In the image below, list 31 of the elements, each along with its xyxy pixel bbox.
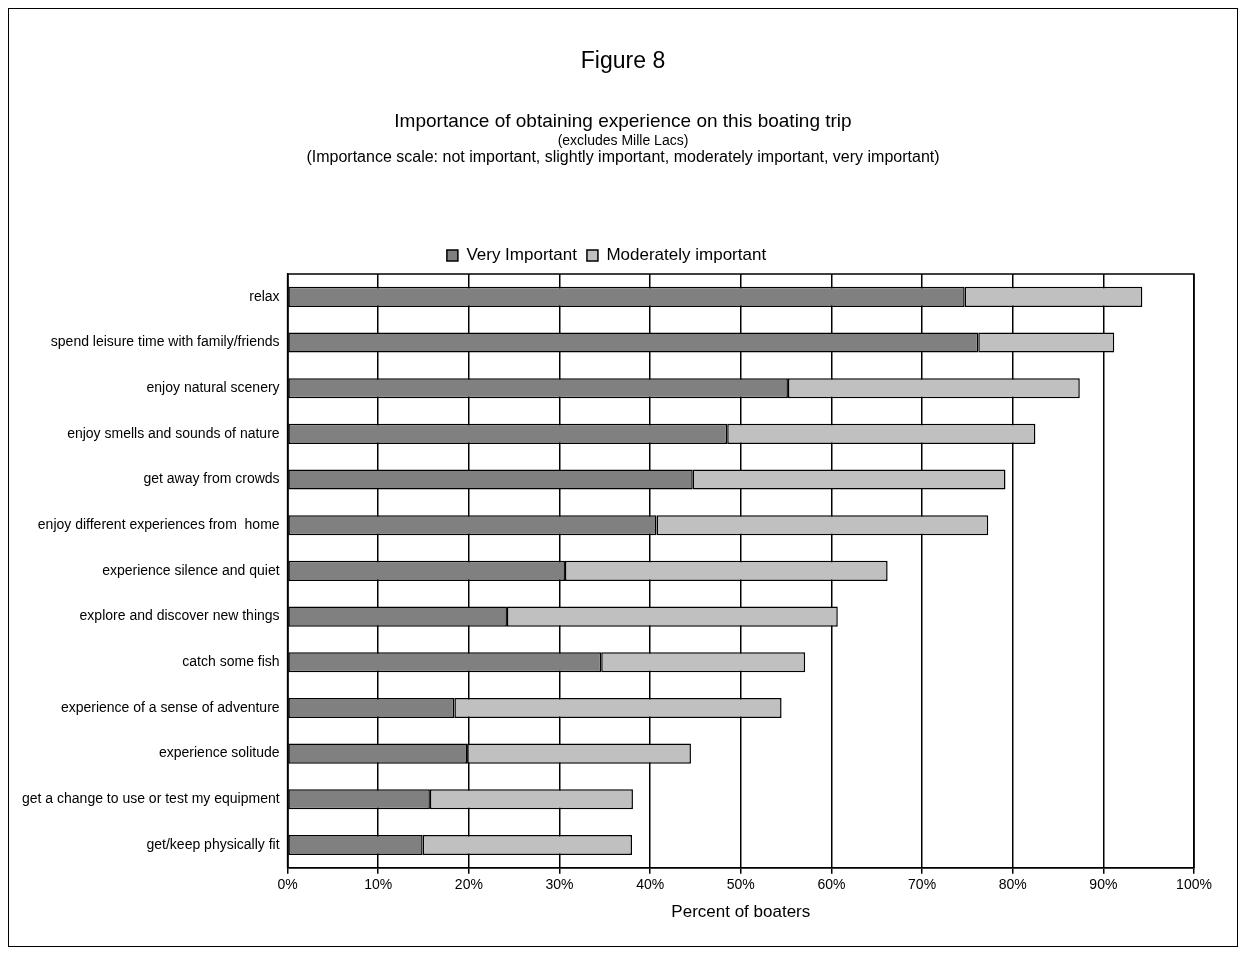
- y-tick-label: enjoy smells and sounds of nature: [67, 424, 280, 441]
- x-tick-label: 50%: [726, 876, 755, 893]
- y-tick-label: get away from crowds: [143, 470, 280, 487]
- x-tick-label: 70%: [908, 876, 937, 893]
- x-axis-title: Percent of boaters: [671, 902, 811, 922]
- x-tick-label: 90%: [1089, 876, 1118, 893]
- x-tick-label: 40%: [636, 876, 665, 893]
- chart-subtitle: Importance of obtaining experience on this boating trip: [393, 110, 853, 132]
- y-tick-label: enjoy natural scenery: [146, 379, 280, 396]
- x-tick-label: 0%: [277, 876, 298, 893]
- y-tick-label: enjoy different experiences from home: [37, 516, 280, 533]
- x-tick-label: 10%: [364, 876, 393, 893]
- y-tick-label: get a change to use or test my equipment: [21, 790, 280, 807]
- legend-label: Moderately important: [606, 245, 767, 265]
- x-tick-label: 80%: [998, 876, 1027, 893]
- y-tick-label: catch some fish: [182, 653, 280, 670]
- y-tick-label: experience solitude: [158, 744, 280, 761]
- y-tick-label: explore and discover new things: [79, 607, 280, 624]
- x-tick-label: 100%: [1176, 876, 1212, 893]
- text: (Importance scale: not important, slightly important, moderately important, very important): [305, 148, 941, 166]
- y-tick-label: get/keep physically fit: [146, 835, 280, 852]
- y-tick-label: experience silence and quiet: [102, 561, 280, 578]
- text: (excludes Mille Lacs): [556, 132, 690, 148]
- x-tick-label: 60%: [817, 876, 846, 893]
- chart-title: Figure 8: [579, 47, 667, 74]
- x-tick-label: 30%: [545, 876, 574, 893]
- y-tick-label: spend leisure time with family/friends: [50, 333, 280, 350]
- legend-label: Very Important: [466, 245, 578, 265]
- y-tick-label: relax: [249, 287, 280, 304]
- x-tick-label: 20%: [454, 876, 483, 893]
- y-tick-label: experience of a sense of adventure: [60, 698, 280, 715]
